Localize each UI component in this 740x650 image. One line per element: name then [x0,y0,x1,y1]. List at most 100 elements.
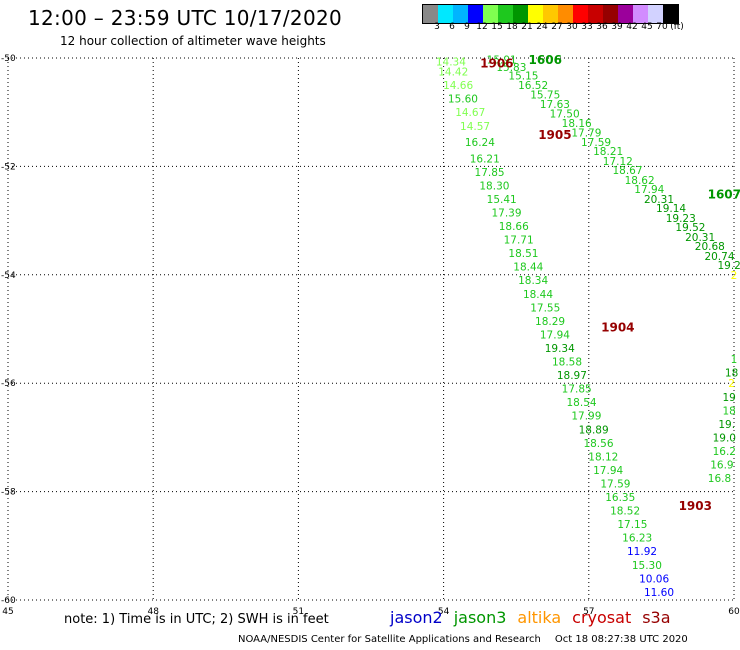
satellite-legend: jason2 jason3 altika cryosat s3a [390,608,671,627]
swh-value-label: 19 [722,392,735,404]
color-scale-label: (ft) [670,22,684,32]
swh-value-label: 11.60 [644,587,674,599]
swh-value-label: 15.83 [496,62,526,74]
swh-value-label: 16.35 [605,492,635,504]
color-scale-label: 42 [626,22,638,32]
swh-value-label: 2 [728,378,735,390]
y-tick-label: -54 [1,271,16,281]
chart-subtitle: 12 hour collection of altimeter wave hei… [60,34,326,48]
footer-source: NOAA/NESDIS Center for Satellite Applica… [238,634,541,645]
satellite-name: cryosat [572,608,632,627]
swh-value-label: 17.59 [600,478,630,490]
color-swatch [438,5,453,23]
color-scale-label: 12 [476,22,488,32]
color-swatch [603,5,618,23]
swh-value-label: 14.34 [436,56,466,68]
color-scale-label: 21 [521,22,533,32]
color-swatch [558,5,573,23]
y-tick-label: -58 [1,488,16,498]
swh-value-label: 18.66 [499,221,529,233]
swh-value-label: 18.51 [508,248,538,260]
swh-value-label: 18.67 [612,165,642,177]
color-swatch [453,5,468,23]
swh-value-label: 14.42 [438,67,468,79]
swh-value-label: 1 [731,354,738,366]
swh-value-label: 16.2 [713,446,736,458]
y-tick-label: -50 [1,54,16,64]
color-scale-label: 30 [566,22,578,32]
swh-value-label: 18.29 [535,316,565,328]
swh-value-label: 17.63 [540,99,570,111]
swh-value-label: 19.14 [656,203,686,215]
swh-value-label: 20.31 [685,232,715,244]
color-scale-label: 27 [551,22,563,32]
swh-value-label: 11.92 [627,546,657,558]
x-tick-label: 54 [438,607,450,617]
swh-value-label: 17.79 [571,127,601,139]
color-scale-label: 39 [611,22,623,32]
color-scale-legend [422,4,679,24]
swh-value-label: 16.24 [465,137,495,149]
swh-value-label: 19.52 [675,222,705,234]
swh-value-label: 18.16 [562,118,592,130]
color-swatch [573,5,588,23]
pass-number-label: 1904 [601,320,634,334]
color-swatch [528,5,543,23]
pass-number-label: 1905 [538,128,571,142]
swh-value-label: 17.85 [562,384,592,396]
swh-value-label: 18.62 [625,175,655,187]
swh-value-label: 17.55 [530,302,560,314]
swh-value-label: 16.9 [710,460,733,472]
color-scale-label: 9 [464,22,470,32]
swh-value-label: 14.66 [443,80,473,92]
color-swatch [513,5,528,23]
swh-value-label: 19.23 [666,213,696,225]
swh-value-label: 18.44 [523,289,553,301]
x-tick-label: 51 [293,607,304,617]
color-swatch [648,5,663,23]
swh-value-label: 15.91 [487,55,517,67]
swh-value-label: 17.15 [617,519,647,531]
swh-value-label: 16.23 [622,533,652,545]
color-swatch [423,5,438,23]
swh-value-label: 17.71 [504,235,534,247]
swh-value-label: 16.52 [518,80,548,92]
color-scale-label: 6 [449,22,455,32]
swh-value-label: 18.44 [513,262,543,274]
color-swatch [543,5,558,23]
swh-value-label: 17.39 [491,207,521,219]
chart-title: 12:00 – 23:59 UTC 10/17/2020 [28,6,343,30]
color-scale-label: 3 [434,22,440,32]
swh-value-label: 18.21 [593,146,623,158]
swh-value-label: 18 [725,367,738,379]
swh-value-label: 16.21 [470,153,500,165]
swh-value-label: 14.67 [455,107,485,119]
pass-number-label: 1906 [480,56,513,70]
swh-value-label: 16.8 [708,473,731,485]
swh-value-label: 20.68 [695,241,725,253]
swh-value-label: 15.41 [487,194,517,206]
swh-value-label: 18.30 [479,180,509,192]
color-swatch [618,5,633,23]
y-tick-label: -52 [1,162,16,172]
swh-value-label: 17.59 [581,137,611,149]
color-scale-label: 18 [506,22,518,32]
y-tick-label: -60 [1,596,16,606]
swh-value-label: 17.94 [593,465,623,477]
swh-value-label: 17.99 [571,411,601,423]
swh-value-label: 18.54 [567,397,597,409]
y-tick-label: -56 [1,379,16,389]
footer-timestamp: Oct 18 08:27:38 UTC 2020 [554,634,688,645]
swh-value-label: 15.60 [448,94,478,106]
swh-value-label: 20.74 [704,251,734,263]
swh-value-label: 19.34 [545,343,575,355]
color-scale-label: 70 [656,22,668,32]
color-scale-label: 24 [536,22,548,32]
swh-value-label: 18.89 [579,424,609,436]
swh-value-label: 17.94 [540,329,570,341]
satellite-name: s3a [642,608,671,627]
pass-number-label: 1607 [708,188,740,202]
swh-value-label: 17.94 [634,184,664,196]
swh-value-label: 18.52 [610,506,640,518]
